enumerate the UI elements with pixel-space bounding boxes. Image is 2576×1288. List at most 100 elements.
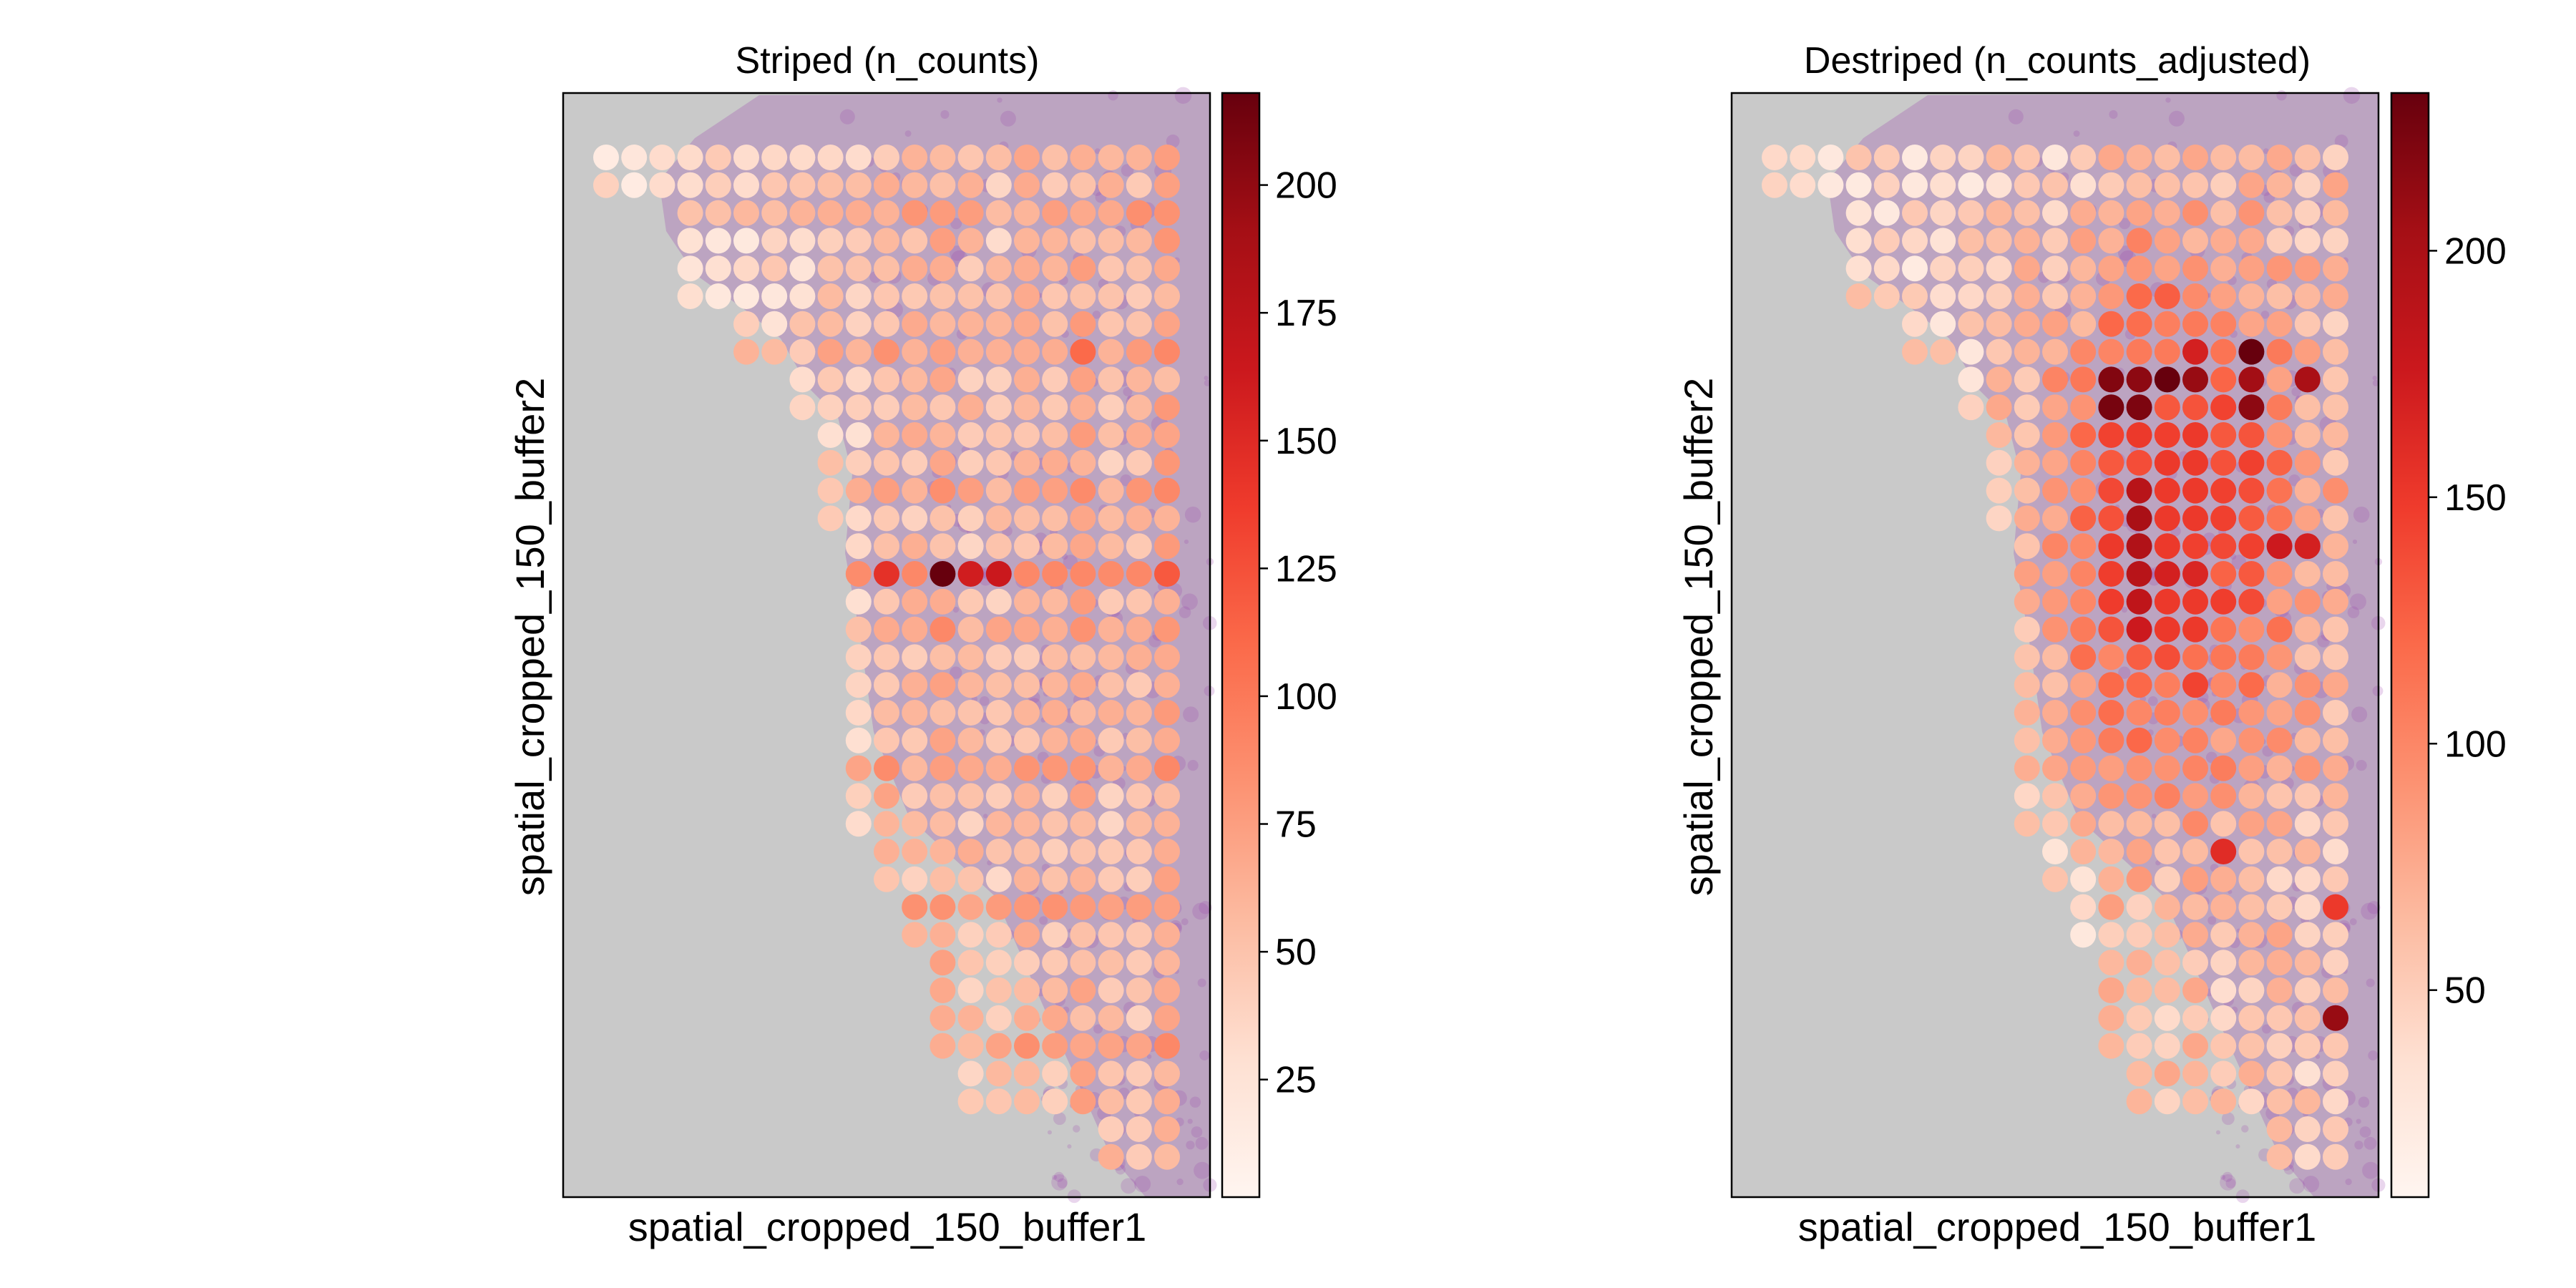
- spot: [1014, 1033, 1040, 1059]
- spot: [2238, 449, 2265, 476]
- spot: [957, 977, 984, 1003]
- spot: [2126, 866, 2152, 892]
- spot: [2154, 533, 2180, 560]
- spot: [2182, 755, 2208, 781]
- spot: [1986, 228, 2012, 254]
- spot: [2014, 283, 2040, 309]
- spot: [2070, 172, 2097, 198]
- spot: [957, 477, 984, 504]
- spot: [957, 950, 984, 976]
- spot: [2182, 727, 2208, 753]
- spot: [874, 477, 899, 504]
- spot: [1042, 505, 1068, 532]
- spot: [2098, 172, 2124, 198]
- spot: [957, 172, 984, 198]
- spot: [2266, 311, 2293, 337]
- spot: [2266, 727, 2293, 753]
- spot: [2323, 1116, 2348, 1142]
- spot: [2070, 922, 2097, 948]
- spot: [874, 533, 899, 560]
- spot: [2238, 1033, 2265, 1059]
- spot: [2098, 505, 2124, 532]
- spot: [1126, 839, 1152, 864]
- spot: [2266, 755, 2293, 781]
- spot: [2182, 172, 2208, 198]
- spot: [2238, 561, 2265, 587]
- spot: [1126, 866, 1152, 892]
- spot: [2154, 1005, 2180, 1031]
- spot: [761, 311, 788, 337]
- spot: [1154, 616, 1180, 643]
- spot: [2126, 839, 2152, 864]
- spot: [2238, 616, 2265, 643]
- spot: [1098, 1143, 1124, 1170]
- spot: [1014, 1060, 1040, 1087]
- spot: [2210, 1088, 2237, 1115]
- spot: [1126, 283, 1152, 309]
- spot: [2154, 672, 2180, 698]
- spot: [2070, 727, 2097, 753]
- spot: [2042, 255, 2068, 282]
- spot: [817, 338, 844, 365]
- spot: [2238, 672, 2265, 698]
- spot: [2182, 811, 2208, 837]
- spot: [2294, 394, 2321, 421]
- spot: [2210, 255, 2237, 282]
- spot: [2182, 866, 2208, 892]
- spot: [1154, 894, 1180, 920]
- spot: [1070, 588, 1096, 615]
- spot: [1154, 338, 1180, 365]
- colorbar-gradient: [2391, 93, 2429, 1197]
- spot: [985, 839, 1012, 864]
- spot: [1014, 172, 1040, 198]
- spot: [845, 228, 872, 254]
- spot: [1126, 533, 1152, 560]
- spot: [2323, 283, 2348, 309]
- spot: [985, 866, 1012, 892]
- spot: [957, 755, 984, 781]
- spot: [1070, 894, 1096, 920]
- spot: [2323, 866, 2348, 892]
- spot: [2294, 866, 2321, 892]
- spot: [2070, 672, 2097, 698]
- spot: [2042, 449, 2068, 476]
- spot: [2266, 200, 2293, 226]
- spot: [789, 283, 816, 309]
- spot: [2323, 1005, 2348, 1031]
- spot: [1154, 1033, 1180, 1059]
- spot: [902, 200, 928, 226]
- spot: [1014, 839, 1040, 864]
- spot: [2126, 477, 2152, 504]
- spot: [874, 811, 899, 837]
- spot: [1014, 366, 1040, 393]
- spot: [1126, 1005, 1152, 1031]
- spot: [2014, 505, 2040, 532]
- spot: [2126, 727, 2152, 753]
- spot: [2323, 505, 2348, 532]
- spot: [2042, 644, 2068, 670]
- spot: [2266, 1060, 2293, 1087]
- spot: [2042, 588, 2068, 615]
- spot: [1154, 700, 1180, 726]
- spot: [874, 255, 899, 282]
- spot: [2294, 145, 2321, 170]
- spot: [1930, 255, 1956, 282]
- spot: [930, 866, 956, 892]
- spot: [2126, 894, 2152, 920]
- spot: [845, 422, 872, 448]
- spot: [2042, 200, 2068, 226]
- spot: [2182, 255, 2208, 282]
- spot: [1902, 228, 1928, 254]
- spot: [705, 228, 731, 254]
- spot: [1873, 172, 1900, 198]
- spot: [930, 255, 956, 282]
- spot: [2294, 1033, 2321, 1059]
- spot: [2014, 616, 2040, 643]
- spot: [1154, 366, 1180, 393]
- spot: [2182, 922, 2208, 948]
- spot: [2294, 172, 2321, 198]
- spot: [2238, 700, 2265, 726]
- spot: [817, 283, 844, 309]
- spot: [2014, 644, 2040, 670]
